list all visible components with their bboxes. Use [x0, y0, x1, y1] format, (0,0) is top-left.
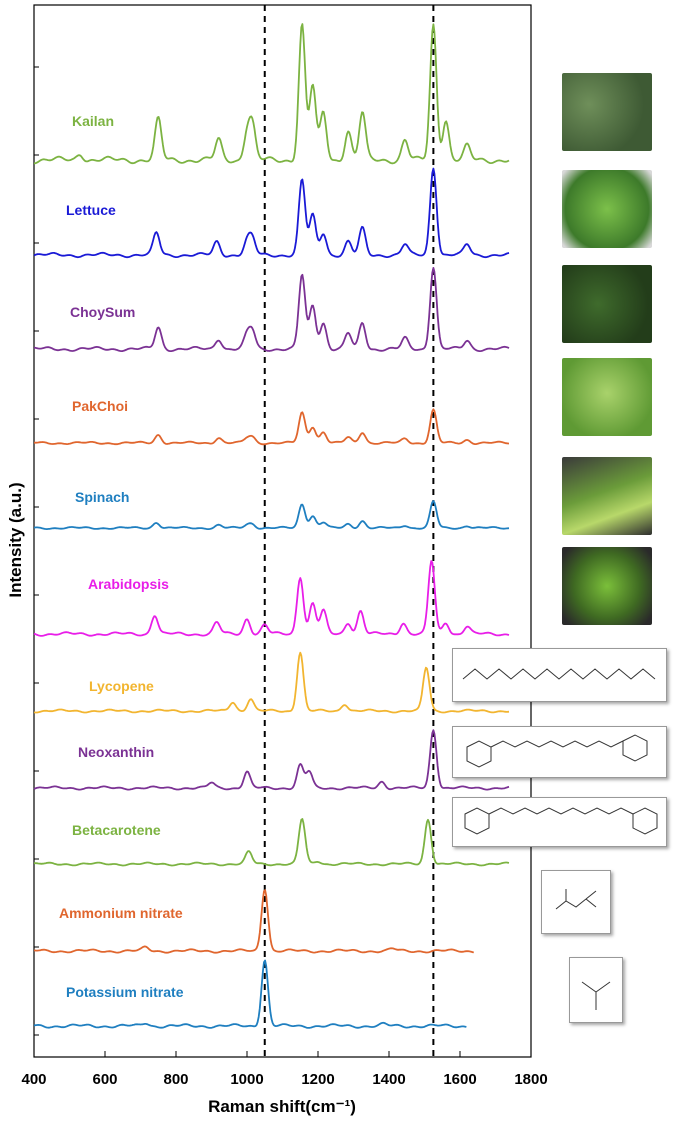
- x-axis-ticks: 400 600 800 1000 1200 1400 1600 1800: [21, 1051, 548, 1088]
- plot-frame: [33, 4, 532, 1058]
- x-tick-label-400: 400: [21, 1071, 46, 1088]
- spectrum-lettuce: [33, 167, 510, 259]
- spectrum-kailan: [34, 23, 510, 165]
- spectrum-neoxanthin: [33, 729, 510, 791]
- series-label-betacarotene: Betacarotene: [72, 822, 161, 838]
- lettuce-photo: [562, 170, 652, 248]
- series-label-lycopene: Lycopene: [89, 678, 154, 694]
- spectrum-lycopene: [33, 651, 510, 714]
- series-labels: Kailan Lettuce ChoySum PakChoi Spinach Arabid…: [59, 113, 184, 1000]
- x-tick-label-1000: 1000: [230, 1071, 263, 1088]
- x-tick-label-800: 800: [163, 1071, 188, 1088]
- spectrum-spinach: [33, 500, 510, 530]
- series-label-pakchoi: PakChoi: [72, 398, 128, 414]
- x-tick-label-600: 600: [92, 1071, 117, 1088]
- series-label-kailan: Kailan: [72, 113, 114, 129]
- series-label-spinach: Spinach: [75, 489, 129, 505]
- spectrum-pakchoi: [34, 408, 509, 446]
- series-label-potassium-nitrate: Potassium nitrate: [66, 984, 184, 1000]
- neoxanthin-structure: [452, 726, 667, 778]
- spectrum-betacarotene: [33, 818, 510, 867]
- series-label-choysum: ChoySum: [70, 304, 135, 320]
- x-tick-label-1200: 1200: [301, 1071, 334, 1088]
- series-label-arabidopsis: Arabidopsis: [88, 576, 169, 592]
- spectrum-choysum: [33, 266, 510, 353]
- y-axis-title: Intensity (a.u.): [6, 482, 25, 597]
- kailan-photo: [562, 73, 652, 151]
- series-label-ammonium-nitrate: Ammonium nitrate: [59, 905, 183, 921]
- spectrum-ammonium-nitrate: [33, 889, 474, 954]
- x-tick-label-1800: 1800: [514, 1071, 547, 1088]
- series-label-lettuce: Lettuce: [66, 202, 116, 218]
- reference-lines: [263, 5, 435, 1057]
- ammonium-nitrate-structure: [541, 870, 611, 934]
- spectra-group: [33, 23, 510, 1029]
- spectrum-potassium-nitrate: [33, 959, 467, 1029]
- y-axis-ticks: [34, 66, 39, 1036]
- pakchoi-photo: [562, 358, 652, 436]
- x-tick-label-1400: 1400: [372, 1071, 405, 1088]
- spectrum-arabidopsis: [33, 560, 510, 637]
- spinach-photo: [562, 457, 652, 535]
- series-label-neoxanthin: Neoxanthin: [78, 744, 154, 760]
- lycopene-structure: [452, 648, 667, 702]
- betacarotene-structure: [452, 797, 667, 847]
- arabidopsis-photo: [562, 547, 652, 625]
- choysum-photo: [562, 265, 652, 343]
- x-tick-label-1600: 1600: [443, 1071, 476, 1088]
- x-axis-title: Raman shift(cm⁻¹): [208, 1097, 356, 1116]
- potassium-nitrate-structure: [569, 957, 623, 1023]
